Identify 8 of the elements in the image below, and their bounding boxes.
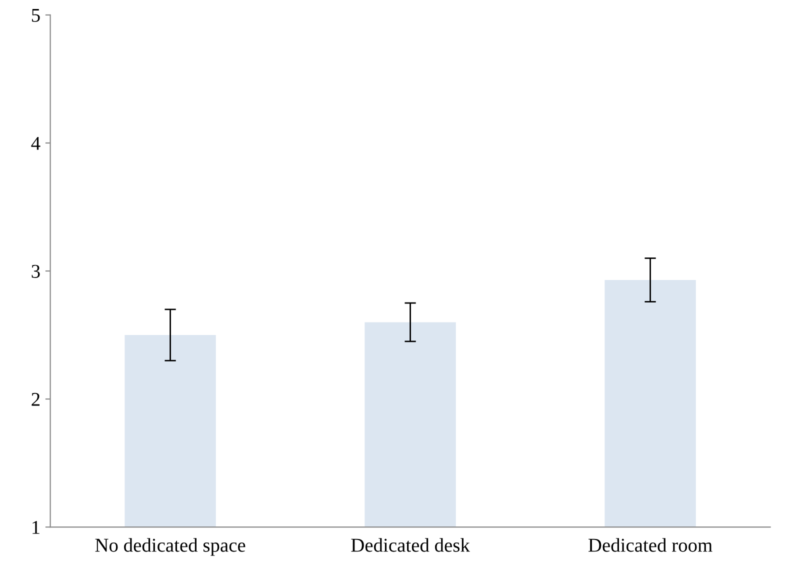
x-tick-label: Dedicated room xyxy=(588,538,712,552)
y-tick-label: 3 xyxy=(32,264,40,278)
y-tick-label: 5 xyxy=(32,8,40,22)
x-tick-label: Dedicated desk xyxy=(351,538,470,552)
y-tick-label: 4 xyxy=(31,136,40,150)
y-tick-label: 2 xyxy=(32,392,40,406)
x-tick-label: No dedicated space xyxy=(95,538,246,556)
y-tick-label: 1 xyxy=(32,520,40,534)
